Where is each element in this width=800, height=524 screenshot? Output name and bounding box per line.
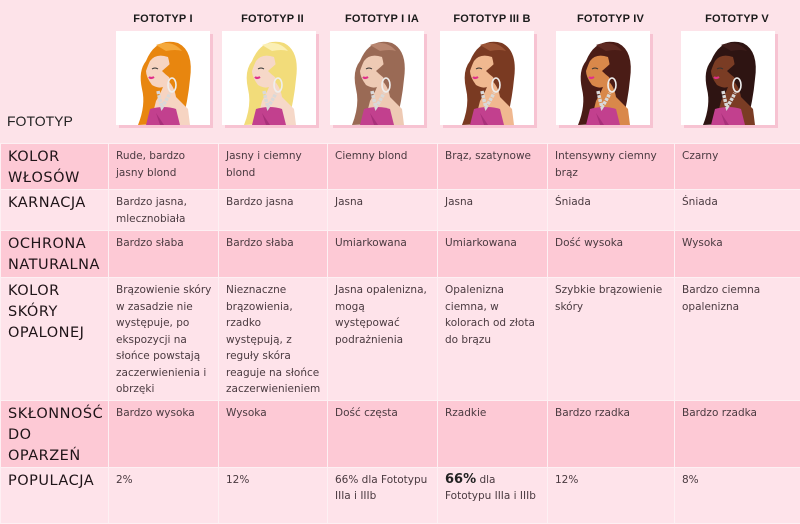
- table-row-natural-protection: OCHRONA NATURALNA Bardzo słaba Bardzo sł…: [1, 231, 800, 278]
- table-cell: Opalenizna ciemna, w kolorach od złota d…: [438, 278, 548, 401]
- row-header: KOLOR WŁOSÓW: [1, 144, 109, 190]
- table-row-complexion: KARNACJA Bardzo jasna, mlecznobiała Bard…: [1, 190, 800, 231]
- table-cell: 66% dla Fototypu IIIa i IIIb: [438, 467, 548, 523]
- column-header-5: FOTOTYP IV: [547, 0, 674, 143]
- column-header-1: FOTOTYP I: [108, 0, 218, 143]
- table-cell: Bardzo jasna, mlecznobiała: [109, 190, 219, 231]
- portrait-illustration: [116, 31, 210, 125]
- table-cell: Umiarkowana: [438, 231, 548, 278]
- woman-portrait-blonde-hair-image: [222, 31, 316, 125]
- table-cell: 12%: [219, 467, 328, 523]
- woman-portrait-brown-hair-image: [440, 31, 534, 125]
- table-row-hair-color: KOLOR WŁOSÓW Rude, bardzo jasny blond Ja…: [1, 144, 800, 190]
- row-header: POPULACJA: [1, 467, 109, 523]
- table-cell: Czarny: [675, 144, 800, 190]
- column-title: FOTOTYP I: [108, 13, 218, 25]
- table-row-population: POPULACJA 2% 12% 66% dla Fototypu IIIa i…: [1, 467, 800, 523]
- woman-portrait-dark-blonde-hair-image: [330, 31, 424, 125]
- table-cell: Umiarkowana: [328, 231, 438, 278]
- table-cell: Szybkie brązowienie skóry: [548, 278, 675, 401]
- table-cell: Bardzo ciemna opalenizna: [675, 278, 800, 401]
- woman-portrait-dark-brown-hair-image: [556, 31, 650, 125]
- column-title: FOTOTYP V: [674, 13, 800, 25]
- table-cell: Brąz, szatynowe: [438, 144, 548, 190]
- table-cell: Jasna: [328, 190, 438, 231]
- column-title: FOTOTYP I IA: [327, 13, 437, 25]
- table-cell: Jasna: [438, 190, 548, 231]
- column-header-2: FOTOTYP II: [218, 0, 327, 143]
- table-row-burn-tendency: SKŁONNOŚĆ DO OPARZEŃ Bardzo wysoka Wysok…: [1, 400, 800, 467]
- table-cell: Nieznaczne brązowienia, rzadko występują…: [219, 278, 328, 401]
- column-header-4: FOTOTYP III B: [437, 0, 547, 143]
- woman-portrait-red-hair-image: [116, 31, 210, 125]
- table-cell: Bardzo rzadka: [675, 400, 800, 467]
- portrait-illustration: [440, 31, 534, 125]
- column-header-6: FOTOTYP V: [674, 0, 800, 143]
- portrait-illustration: [222, 31, 316, 125]
- population-bold-value: 66%: [445, 472, 476, 487]
- row-header: KARNACJA: [1, 190, 109, 231]
- portrait-illustration: [681, 31, 775, 125]
- table-cell: Bardzo jasna: [219, 190, 328, 231]
- table-cell: Wysoka: [219, 400, 328, 467]
- table-cell: 2%: [109, 467, 219, 523]
- table-cell: Śniada: [548, 190, 675, 231]
- table-cell: Bardzo rzadka: [548, 400, 675, 467]
- table-cell: Brązowienie skóry w zasadzie nie występu…: [109, 278, 219, 401]
- table-cell: Rzadkie: [438, 400, 548, 467]
- column-title: FOTOTYP II: [218, 13, 327, 25]
- fototyp-table: KOLOR WŁOSÓW Rude, bardzo jasny blond Ja…: [0, 143, 800, 524]
- table-cell: Śniada: [675, 190, 800, 231]
- table-cell: Jasny i ciemny blond: [219, 144, 328, 190]
- table-cell: Intensywny ciemny brąz: [548, 144, 675, 190]
- table-cell: 8%: [675, 467, 800, 523]
- table-cell: 66% dla Fototypu IIIa i IIIb: [328, 467, 438, 523]
- table-cell: Wysoka: [675, 231, 800, 278]
- column-header-3: FOTOTYP I IA: [327, 0, 437, 143]
- portrait-illustration: [330, 31, 424, 125]
- table-cell: 12%: [548, 467, 675, 523]
- table-cell: Dość wysoka: [548, 231, 675, 278]
- table-cell: Bardzo słaba: [109, 231, 219, 278]
- column-title: FOTOTYP IV: [547, 13, 674, 25]
- row-header: KOLOR SKÓRY OPALONEJ: [1, 278, 109, 401]
- table-cell: Bardzo wysoka: [109, 400, 219, 467]
- woman-portrait-black-hair-image: [681, 31, 775, 125]
- table-cell: Jasna opalenizna, mogą występować podraż…: [328, 278, 438, 401]
- column-title: FOTOTYP III B: [437, 13, 547, 25]
- row-header: SKŁONNOŚĆ DO OPARZEŃ: [1, 400, 109, 467]
- table-cell: Rude, bardzo jasny blond: [109, 144, 219, 190]
- table-cell: Dość częsta: [328, 400, 438, 467]
- header-area: FOTOTYP FOTOTYP I FOTOTYP II FOTOTYP I I…: [0, 0, 800, 143]
- table-cell: Ciemny blond: [328, 144, 438, 190]
- portrait-illustration: [556, 31, 650, 125]
- table-cell: Bardzo słaba: [219, 231, 328, 278]
- fototyp-row-label: FOTOTYP: [7, 113, 73, 129]
- table-row-tanned-skin-color: KOLOR SKÓRY OPALONEJ Brązowienie skóry w…: [1, 278, 800, 401]
- row-header: OCHRONA NATURALNA: [1, 231, 109, 278]
